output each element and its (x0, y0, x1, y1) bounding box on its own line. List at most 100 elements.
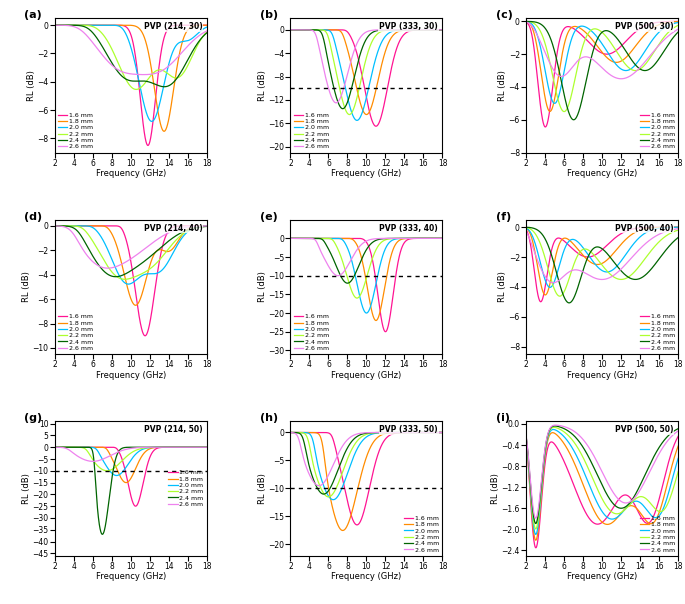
1.8 mm (549, 429, 557, 436)
2.0 mm (522, 225, 530, 232)
Legend: 1.6 mm, 1.8 mm, 2.0 mm, 2.2 mm, 2.4 mm, 2.6 mm: 1.6 mm, 1.8 mm, 2.0 mm, 2.2 mm, 2.4 mm, … (639, 313, 675, 352)
2.6 mm (638, 243, 646, 251)
2.0 mm (51, 222, 59, 230)
Text: PVP (214, 50): PVP (214, 50) (144, 425, 202, 434)
1.8 mm (638, 35, 646, 42)
2.0 mm (417, 429, 425, 436)
2.2 mm (353, 295, 361, 302)
2.6 mm (51, 222, 59, 230)
2.0 mm (112, 472, 121, 479)
1.8 mm (375, 432, 383, 440)
Line: 2.4 mm: 2.4 mm (290, 239, 443, 283)
Line: 2.4 mm: 2.4 mm (526, 21, 678, 120)
2.4 mm (203, 29, 211, 36)
1.8 mm (166, 443, 175, 451)
2.4 mm (375, 27, 383, 34)
1.8 mm (139, 286, 147, 294)
2.0 mm (147, 118, 155, 125)
2.0 mm (438, 429, 447, 436)
Line: 1.6 mm: 1.6 mm (526, 227, 678, 302)
1.6 mm (143, 141, 151, 149)
1.6 mm (353, 521, 361, 528)
X-axis label: Frequency (GHz): Frequency (GHz) (96, 573, 166, 581)
Text: (b): (b) (260, 10, 278, 20)
2.2 mm (139, 269, 147, 277)
2.4 mm (98, 531, 106, 538)
2.2 mm (610, 510, 619, 517)
2.2 mm (166, 443, 175, 451)
Text: PVP (214, 40): PVP (214, 40) (144, 223, 202, 233)
2.4 mm (614, 37, 623, 44)
Line: 2.6 mm: 2.6 mm (290, 30, 443, 103)
1.6 mm (619, 40, 627, 48)
2.2 mm (522, 18, 530, 25)
2.0 mm (362, 309, 371, 316)
2.0 mm (143, 111, 151, 118)
2.2 mm (375, 242, 383, 249)
2.2 mm (121, 275, 129, 283)
2.2 mm (51, 443, 59, 451)
2.2 mm (417, 429, 425, 436)
2.6 mm (203, 443, 211, 451)
Line: 2.2 mm: 2.2 mm (526, 228, 678, 296)
2.0 mm (610, 59, 619, 66)
2.2 mm (60, 443, 68, 451)
2.2 mm (296, 235, 304, 242)
1.8 mm (203, 22, 211, 29)
2.0 mm (619, 66, 627, 74)
2.4 mm (438, 429, 447, 436)
2.4 mm (610, 259, 619, 266)
1.8 mm (619, 56, 627, 63)
2.0 mm (296, 429, 304, 436)
1.8 mm (143, 446, 151, 454)
2.0 mm (166, 55, 175, 62)
Line: 1.6 mm: 1.6 mm (55, 226, 207, 336)
2.6 mm (610, 271, 619, 278)
Legend: 1.6 mm, 1.8 mm, 2.0 mm, 2.2 mm, 2.4 mm, 2.6 mm: 1.6 mm, 1.8 mm, 2.0 mm, 2.2 mm, 2.4 mm, … (639, 515, 675, 553)
2.4 mm (532, 520, 540, 527)
Line: 2.4 mm: 2.4 mm (55, 226, 207, 277)
1.6 mm (286, 26, 295, 33)
Line: 2.4 mm: 2.4 mm (526, 227, 678, 303)
2.6 mm (60, 444, 68, 451)
1.6 mm (619, 492, 627, 499)
2.4 mm (674, 28, 682, 36)
1.8 mm (139, 31, 147, 38)
2.2 mm (522, 224, 530, 231)
2.6 mm (148, 443, 156, 451)
Line: 2.0 mm: 2.0 mm (290, 239, 443, 313)
2.2 mm (614, 510, 623, 517)
2.4 mm (619, 269, 627, 277)
2.2 mm (166, 243, 175, 250)
2.4 mm (384, 429, 392, 436)
2.6 mm (384, 235, 392, 242)
1.6 mm (402, 429, 410, 436)
2.4 mm (638, 66, 646, 74)
2.2 mm (522, 434, 530, 441)
2.0 mm (286, 429, 295, 436)
Text: PVP (333, 40): PVP (333, 40) (379, 223, 438, 233)
2.0 mm (51, 443, 59, 451)
1.8 mm (296, 235, 304, 242)
X-axis label: Frequency (GHz): Frequency (GHz) (332, 573, 401, 581)
2.4 mm (286, 429, 295, 436)
2.4 mm (402, 26, 410, 33)
2.4 mm (532, 19, 540, 26)
1.6 mm (51, 222, 59, 230)
1.8 mm (532, 251, 540, 259)
2.4 mm (438, 26, 447, 33)
2.0 mm (296, 26, 304, 33)
2.6 mm (375, 429, 383, 436)
1.6 mm (166, 443, 175, 451)
2.6 mm (610, 74, 619, 81)
2.2 mm (560, 108, 569, 115)
2.4 mm (614, 504, 623, 512)
2.4 mm (112, 273, 120, 280)
2.4 mm (375, 236, 383, 243)
1.6 mm (417, 235, 425, 242)
1.8 mm (614, 512, 623, 519)
2.6 mm (438, 429, 447, 436)
2.4 mm (551, 422, 559, 429)
1.6 mm (296, 235, 304, 242)
Line: 2.4 mm: 2.4 mm (290, 30, 443, 109)
